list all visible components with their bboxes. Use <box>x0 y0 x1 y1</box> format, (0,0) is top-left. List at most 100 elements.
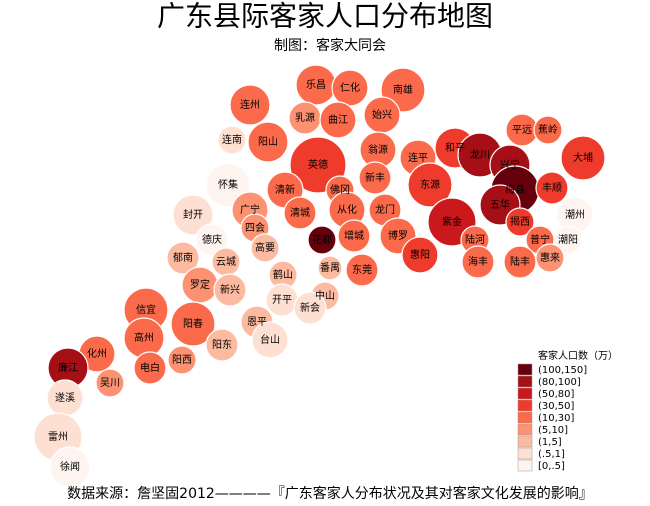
region-label: 潮阳 <box>558 233 578 246</box>
region-label: 连平 <box>408 151 428 164</box>
region-label: 海丰 <box>468 255 488 268</box>
legend-label: (.5,1] <box>538 449 565 460</box>
region-label: 电白 <box>140 361 160 374</box>
region-area <box>170 301 216 347</box>
region-label: 梅县 <box>505 183 525 196</box>
region-label: 清城 <box>290 206 310 219</box>
region-area <box>205 328 239 362</box>
region-label: 高州 <box>134 331 154 344</box>
region-label: 鹤山 <box>273 268 293 281</box>
region-label: 恩平 <box>247 316 267 328</box>
region-label: 始兴 <box>372 108 392 121</box>
region-area <box>133 351 167 385</box>
region-label: 连州 <box>240 98 260 111</box>
region-area <box>283 196 317 230</box>
region-label: 蕉岭 <box>538 123 558 136</box>
region-area <box>247 121 289 163</box>
region-area <box>213 273 247 307</box>
region-label: 陆河 <box>465 233 485 246</box>
region-label: 吴川 <box>100 377 120 389</box>
region-area <box>553 225 583 255</box>
region-label: 封开 <box>183 208 203 221</box>
region-label: 普宁 <box>530 233 550 246</box>
region-area <box>172 194 214 236</box>
region-area <box>251 321 289 359</box>
map-title: 广东县际客家人口分布地图 <box>157 0 493 33</box>
region-label: 新兴 <box>220 283 240 296</box>
region-area <box>505 207 535 237</box>
region-label: 紫金 <box>442 215 462 228</box>
region-label: 惠来 <box>540 251 560 264</box>
region-area <box>407 162 453 208</box>
region-label: 四会 <box>245 221 265 234</box>
region-label: 博罗 <box>388 229 408 242</box>
legend-label: (50,80] <box>538 389 575 400</box>
region-label: 阳山 <box>258 136 278 148</box>
region-label: 五华 <box>490 198 510 211</box>
region-label: 信宜 <box>136 303 156 316</box>
region-label: 阳东 <box>212 338 232 351</box>
map-subtitle: 制图：客家大同会 <box>274 37 386 54</box>
legend-swatch <box>517 447 533 460</box>
region-label: 和平 <box>445 142 465 154</box>
legend-swatch <box>517 423 533 436</box>
region-label: 仁化 <box>340 81 360 94</box>
region-label: 大埔 <box>573 151 593 164</box>
region-label: 高要 <box>255 241 275 254</box>
region-label: 化州 <box>87 347 107 360</box>
region-area <box>319 101 357 139</box>
region-label: 乳源 <box>295 111 315 124</box>
legend-label: (10,30] <box>538 413 575 424</box>
legend-swatch <box>517 387 533 400</box>
region-label: 佛冈 <box>330 183 350 196</box>
region-area <box>401 236 439 274</box>
region-label: 清新 <box>275 183 295 196</box>
region-label: 新丰 <box>365 171 385 184</box>
region-area <box>217 125 247 155</box>
region-label: 开平 <box>272 295 292 306</box>
region-area <box>195 223 229 257</box>
region-label: 从化 <box>337 203 357 216</box>
legend-swatch <box>517 375 533 388</box>
region-area <box>229 84 271 126</box>
region-area <box>49 446 91 488</box>
regions <box>33 64 606 488</box>
region-area <box>317 255 343 281</box>
region-label: 增城 <box>344 229 364 242</box>
region-label: 兴宁 <box>500 158 520 171</box>
region-label: 东源 <box>420 178 440 191</box>
region-area <box>250 233 280 263</box>
region-label: 东莞 <box>352 263 372 276</box>
legend-title: 客家人口数（万） <box>538 349 618 362</box>
region-label: 龙门 <box>375 203 395 216</box>
region-label: 广宁 <box>240 203 260 216</box>
region-label: 花都 <box>312 233 332 246</box>
region-label: 阳春 <box>183 318 203 330</box>
region-label: 陆丰 <box>510 255 530 268</box>
region-label: 丰顺 <box>542 181 562 194</box>
legend-swatch <box>517 459 533 472</box>
source-note: 数据来源：詹坚固2012————『广东客家人分布状况及其对客家文化发展的影响』 <box>67 485 593 502</box>
region-area <box>337 219 371 253</box>
region-label: 遂溪 <box>55 391 75 404</box>
region-label: 揭西 <box>510 215 530 228</box>
region-label: 怀集 <box>218 178 238 191</box>
region-area <box>535 171 569 205</box>
region-label: 潮州 <box>565 208 585 221</box>
region-label: 阳西 <box>172 354 192 366</box>
region-label: 英德 <box>308 158 328 171</box>
legend-label: [0,.5] <box>538 461 565 472</box>
legend-swatch <box>517 363 533 376</box>
region-label: 平远 <box>512 124 532 136</box>
region-label: 雷州 <box>48 431 68 443</box>
region-label: 郁南 <box>173 251 193 264</box>
region-label: 龙川 <box>470 148 490 161</box>
region-label: 廉江 <box>58 361 78 374</box>
region-label: 连南 <box>222 133 242 146</box>
region-area <box>535 243 565 273</box>
region-area <box>560 135 606 181</box>
region-label: 曲江 <box>328 114 348 126</box>
region-area <box>293 291 327 325</box>
